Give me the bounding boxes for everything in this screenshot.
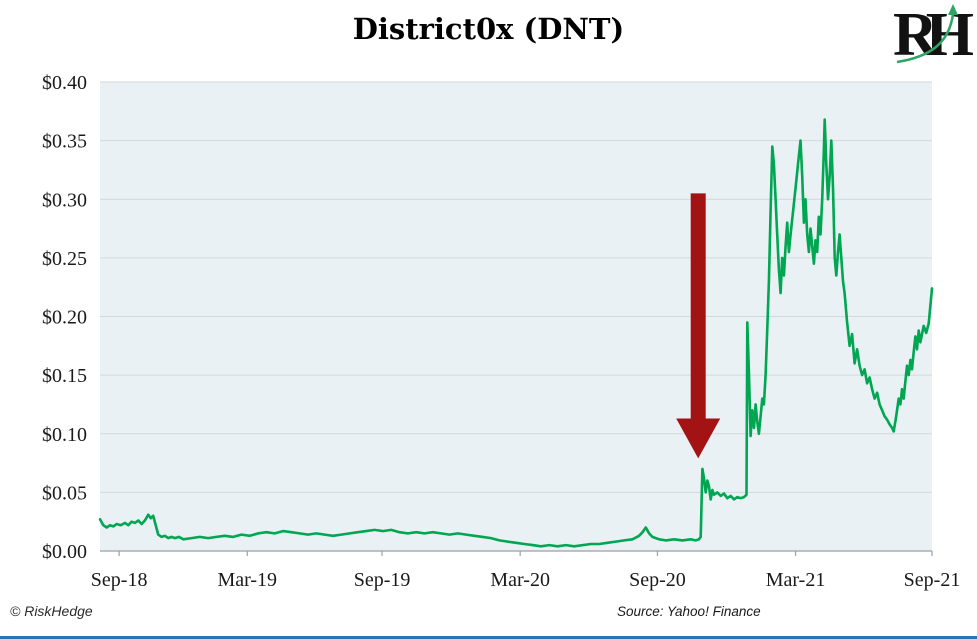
source-text: Source: Yahoo! Finance: [617, 604, 761, 619]
price-line: [98, 118, 934, 548]
y-tick-label: $0.00: [42, 541, 87, 563]
x-tick-label: Sep-18: [91, 569, 148, 591]
growth-arrow-icon: [896, 4, 958, 64]
x-tick-label: Sep-19: [354, 569, 411, 591]
y-tick-label: $0.05: [42, 482, 87, 504]
x-tick-label: Sep-20: [629, 569, 686, 591]
logo-text: RH: [893, 1, 974, 69]
y-tick-label: $0.20: [42, 307, 87, 329]
page-title: District0x (DNT): [352, 12, 625, 46]
bottom-border: [0, 636, 977, 639]
y-tick-label: $0.15: [42, 365, 87, 387]
copyright-text: © RiskHedge: [10, 603, 93, 619]
x-tick-label: Mar-21: [766, 569, 826, 591]
y-tick-label: $0.25: [42, 248, 87, 270]
y-tick-label: $0.10: [42, 424, 87, 446]
down-arrow-shaft: [690, 193, 706, 419]
x-tick-label: Mar-20: [490, 569, 550, 591]
y-tick-label: $0.40: [42, 72, 87, 94]
riskhedge-logo: RH: [887, 1, 974, 72]
y-tick-label: $0.30: [42, 189, 87, 211]
x-tick-label: Sep-21: [904, 569, 961, 591]
x-tick-label: Mar-19: [217, 569, 277, 591]
price-chart: $0.40 $0.35 $0.30 $0.25 $0.20 $0.15 $0.10 $0.05…: [42, 72, 961, 591]
y-tick-label: $0.35: [42, 131, 87, 153]
down-arrow-head: [676, 418, 721, 459]
